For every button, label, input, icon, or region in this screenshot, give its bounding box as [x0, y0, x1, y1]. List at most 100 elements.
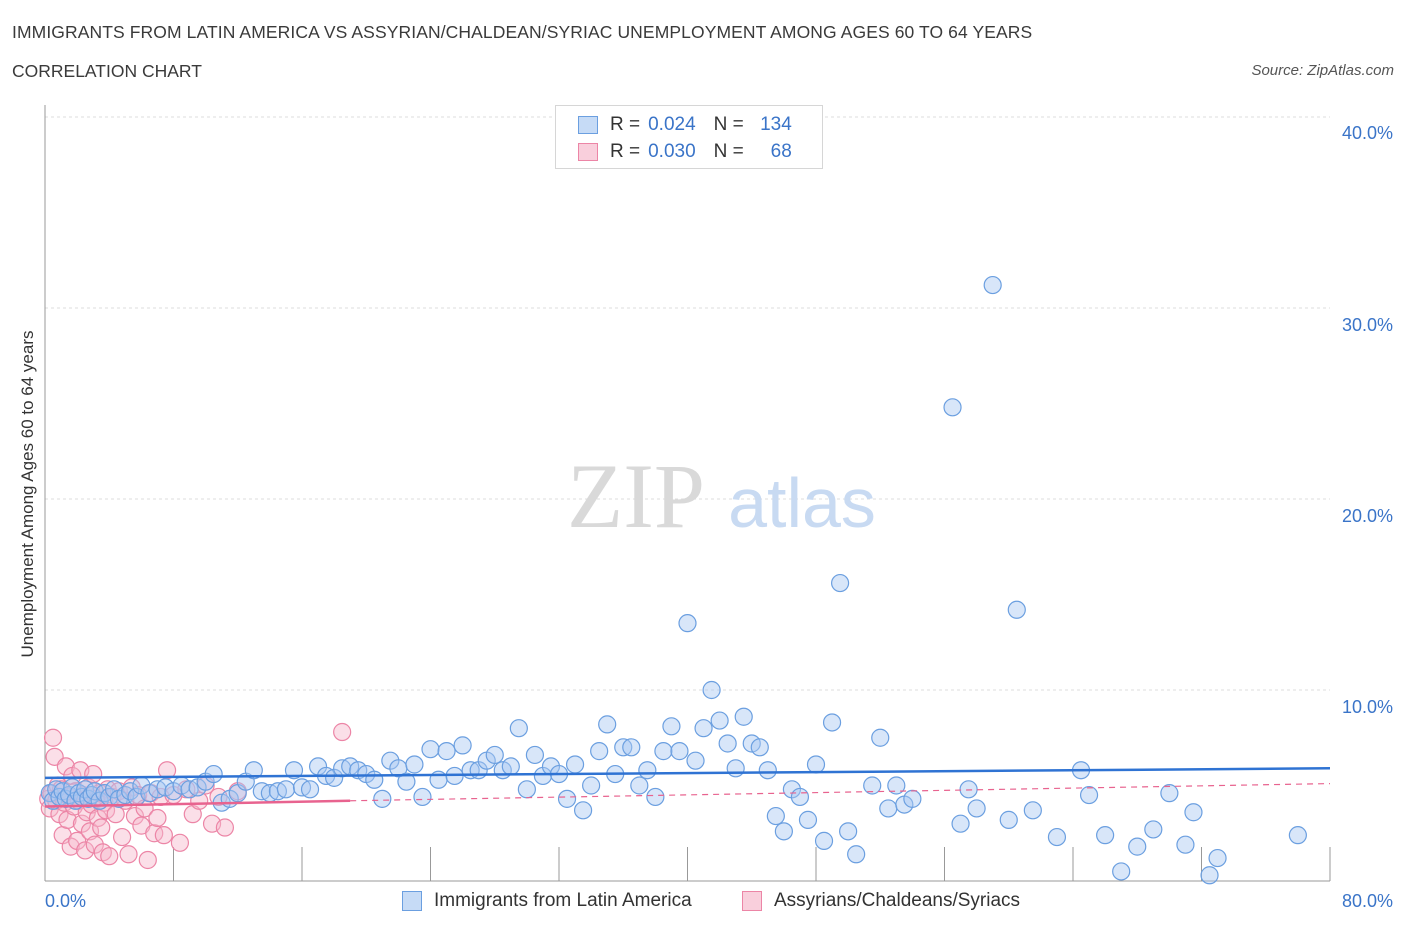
r-label: R =	[610, 114, 641, 135]
blue-point	[437, 742, 456, 761]
legend-label: Assyrians/Chaldeans/Syriacs	[774, 890, 1021, 911]
y-tick-40: 40.0%	[1341, 123, 1393, 143]
blue-point	[557, 789, 577, 808]
blue-point	[204, 764, 223, 784]
blue-point	[622, 738, 641, 757]
blue-point	[959, 780, 978, 799]
blue-point	[750, 738, 769, 757]
blue-point	[839, 822, 858, 841]
pink-swatch	[742, 891, 762, 911]
x-tick-max: 80.0%	[1341, 891, 1393, 911]
blue-point	[509, 719, 528, 738]
pink-point	[43, 728, 63, 747]
blue-point	[1007, 600, 1026, 619]
pink-point	[56, 757, 75, 776]
blue-point	[598, 715, 617, 734]
blue-point	[638, 761, 657, 780]
blue-point	[1047, 827, 1067, 847]
blue-point	[565, 755, 585, 774]
n-value: 68	[770, 141, 792, 162]
blue-trend-line	[44, 767, 1331, 780]
pink-point	[112, 827, 132, 847]
pink-point	[125, 806, 145, 826]
r-value: 0.030	[648, 141, 696, 162]
blue-point	[726, 759, 745, 778]
blue-point	[244, 761, 263, 780]
blue-point	[501, 757, 520, 776]
blue-point	[1144, 820, 1163, 839]
blue-swatch	[402, 891, 422, 911]
stats-legend-row-blue: R = 0.024 N = 134	[578, 112, 792, 138]
blue-point	[758, 761, 777, 780]
blue-point	[405, 755, 424, 774]
blue-point	[983, 275, 1002, 295]
blue-point	[694, 719, 713, 738]
y-tick-30: 30.0%	[1341, 315, 1393, 335]
pink-swatch	[578, 143, 598, 161]
blue-point	[830, 573, 850, 593]
legend-item-latin-america[interactable]: Immigrants from Latin America	[402, 890, 692, 912]
blue-point	[1200, 866, 1219, 885]
stats-legend: R = 0.024 N = 134 R = 0.030 N = 68	[555, 105, 823, 169]
blue-swatch	[578, 116, 598, 134]
blue-point	[397, 772, 416, 791]
blue-point	[999, 810, 1018, 829]
blue-point	[678, 614, 697, 633]
blue-point	[453, 736, 472, 755]
blue-point	[879, 799, 898, 818]
blue-point	[485, 745, 504, 765]
blue-point	[1160, 784, 1179, 803]
blue-point	[766, 806, 785, 826]
y-axis-label: Unemployment Among Ages 60 to 64 years	[18, 330, 37, 658]
blue-point	[1112, 862, 1131, 881]
pink-point	[148, 808, 167, 828]
y-tick-10: 10.0%	[1341, 697, 1393, 717]
r-label: R =	[610, 141, 641, 162]
legend-item-assyrians[interactable]: Assyrians/Chaldeans/Syriacs	[742, 890, 1020, 912]
blue-point	[276, 780, 296, 799]
chart-title: IMMIGRANTS FROM LATIN AMERICA VS ASSYRIA…	[12, 22, 1033, 42]
pink-point	[215, 818, 234, 837]
blue-series-points	[40, 275, 1307, 885]
x-tick-min: 0.0%	[45, 891, 87, 911]
blue-point	[798, 810, 818, 829]
blue-point	[814, 831, 834, 850]
n-label: N =	[713, 141, 744, 162]
blue-point	[1208, 848, 1227, 868]
blue-point	[300, 780, 320, 799]
pink-point	[138, 850, 157, 870]
blue-point	[734, 707, 753, 726]
watermark: ZIP atlas	[567, 445, 876, 547]
blue-point	[654, 742, 673, 761]
blue-point	[413, 787, 432, 807]
pink-trend-line	[44, 799, 351, 808]
blue-point	[887, 776, 906, 795]
pink-trend-extension	[350, 782, 1331, 802]
chart-subtitle: CORRELATION CHART	[12, 61, 202, 81]
blue-point	[1184, 803, 1203, 822]
blue-point	[670, 742, 689, 761]
trend-lines	[44, 767, 1331, 808]
pink-point	[100, 847, 119, 866]
pink-point	[209, 787, 228, 807]
pink-point	[154, 826, 173, 845]
blue-point	[863, 776, 882, 795]
blue-point	[365, 770, 384, 789]
source-label: Source: ZipAtlas.com	[1251, 62, 1394, 79]
blue-point	[630, 776, 649, 795]
watermark-zip: ZIP	[567, 445, 705, 547]
blue-point	[718, 734, 737, 753]
blue-point	[951, 814, 970, 833]
blue-point	[871, 728, 890, 747]
blue-point	[774, 822, 793, 841]
pink-point	[119, 845, 138, 864]
blue-point	[373, 789, 392, 808]
blue-point	[1096, 826, 1115, 845]
blue-point	[662, 717, 681, 736]
blue-point	[1079, 785, 1099, 805]
blue-point	[943, 398, 962, 417]
pink-point	[80, 822, 100, 841]
blue-point	[421, 740, 440, 759]
pink-point	[333, 722, 352, 742]
blue-point	[104, 780, 124, 799]
